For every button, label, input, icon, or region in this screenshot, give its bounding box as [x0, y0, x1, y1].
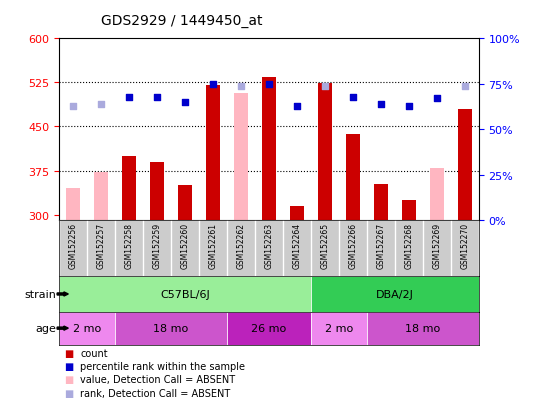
Text: GDS2929 / 1449450_at: GDS2929 / 1449450_at — [101, 14, 262, 28]
Text: percentile rank within the sample: percentile rank within the sample — [80, 361, 245, 371]
Bar — [178, 186, 192, 221]
Point — [404, 103, 413, 110]
Bar — [402, 200, 416, 221]
Bar — [458, 109, 472, 221]
Text: GSM152268: GSM152268 — [404, 223, 413, 268]
Point — [460, 83, 469, 90]
Text: GSM152263: GSM152263 — [264, 223, 273, 268]
Text: GSM152258: GSM152258 — [124, 223, 133, 268]
Bar — [234, 94, 248, 221]
Point — [376, 101, 385, 108]
Point — [208, 81, 217, 88]
Point — [320, 83, 329, 90]
Text: GSM152264: GSM152264 — [292, 223, 301, 268]
Text: GSM152259: GSM152259 — [152, 223, 161, 268]
Text: GSM152265: GSM152265 — [320, 223, 329, 268]
Text: GSM152262: GSM152262 — [236, 223, 245, 268]
Text: ■: ■ — [64, 348, 74, 358]
Text: 18 mo: 18 mo — [405, 323, 440, 333]
Bar — [59, 312, 115, 345]
Bar — [374, 185, 388, 221]
Bar — [59, 277, 311, 312]
Point — [180, 100, 189, 106]
Bar — [346, 135, 360, 221]
Bar — [430, 168, 444, 221]
Text: GSM152257: GSM152257 — [96, 223, 105, 268]
Text: ■: ■ — [64, 388, 74, 398]
Point — [124, 94, 133, 101]
Bar — [122, 157, 136, 221]
Text: GSM152269: GSM152269 — [432, 223, 441, 268]
Text: GSM152256: GSM152256 — [68, 223, 77, 268]
Text: value, Detection Call = ABSENT: value, Detection Call = ABSENT — [80, 375, 235, 385]
Point — [432, 96, 441, 102]
Text: 18 mo: 18 mo — [153, 323, 188, 333]
Bar — [311, 277, 479, 312]
Bar — [115, 312, 227, 345]
Text: 2 mo: 2 mo — [73, 323, 101, 333]
Bar — [262, 77, 276, 221]
Bar — [227, 312, 311, 345]
Bar — [311, 312, 367, 345]
Text: strain: strain — [24, 289, 56, 299]
Text: C57BL/6J: C57BL/6J — [160, 289, 209, 299]
Point — [292, 103, 301, 110]
Text: DBA/2J: DBA/2J — [376, 289, 414, 299]
Text: GSM152267: GSM152267 — [376, 223, 385, 268]
Text: 2 mo: 2 mo — [325, 323, 353, 333]
Text: age: age — [35, 323, 56, 333]
Text: ■: ■ — [64, 375, 74, 385]
Bar — [94, 172, 108, 221]
Text: count: count — [80, 348, 108, 358]
Point — [152, 94, 161, 101]
Text: GSM152266: GSM152266 — [348, 223, 357, 268]
Point — [96, 101, 105, 108]
Bar — [318, 84, 332, 221]
Text: rank, Detection Call = ABSENT: rank, Detection Call = ABSENT — [80, 388, 230, 398]
Point — [264, 81, 273, 88]
Point — [348, 94, 357, 101]
Text: ■: ■ — [64, 361, 74, 371]
Text: GSM152260: GSM152260 — [180, 223, 189, 268]
Text: 26 mo: 26 mo — [251, 323, 286, 333]
Bar — [206, 86, 220, 221]
Point — [236, 83, 245, 90]
Text: GSM152261: GSM152261 — [208, 223, 217, 268]
Point — [68, 103, 77, 110]
Bar — [290, 206, 304, 221]
Bar — [150, 162, 164, 221]
Text: GSM152270: GSM152270 — [460, 223, 469, 268]
Bar — [66, 189, 80, 221]
Bar — [367, 312, 479, 345]
